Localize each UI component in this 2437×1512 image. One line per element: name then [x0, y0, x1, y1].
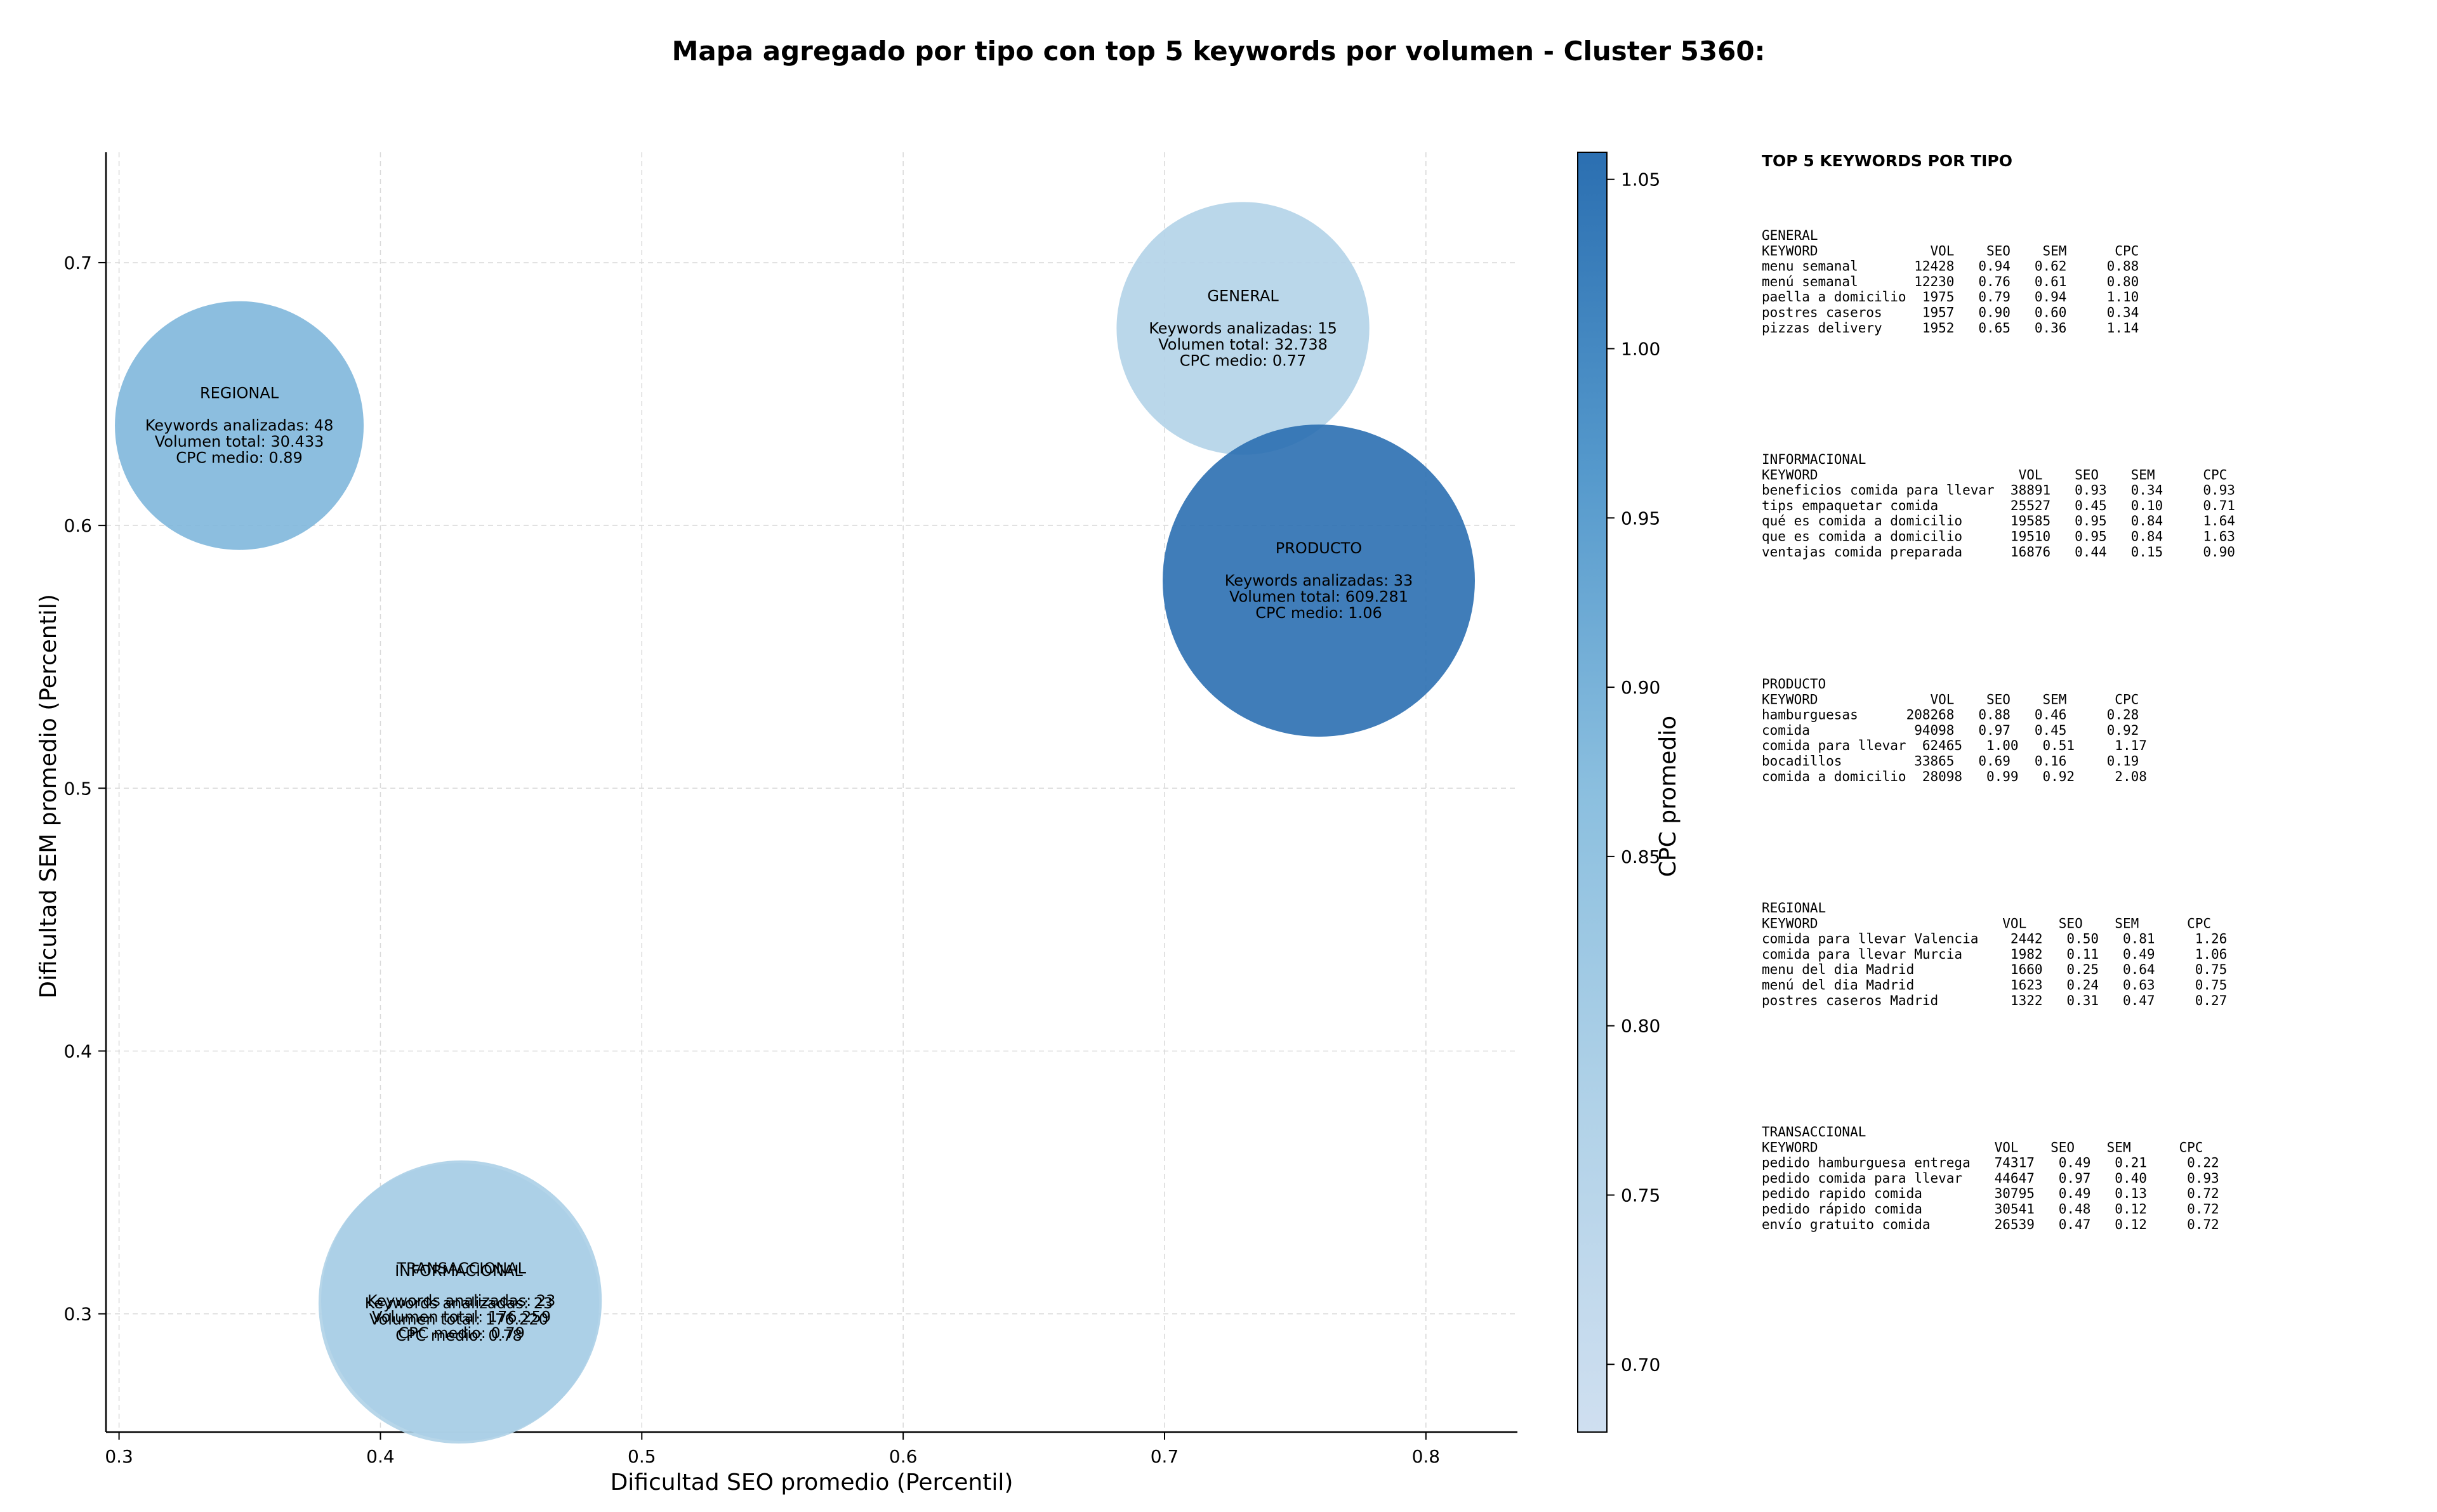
side-panel-line: GENERAL	[1762, 228, 1818, 243]
bubble-label-line: Volumen total: 32.738	[1158, 336, 1328, 353]
side-panel-line: que es comida a domicilio 19510 0.95 0.8…	[1762, 529, 2235, 544]
x-tick-label: 0.7	[1151, 1446, 1179, 1467]
bubble-label-line: Keywords analizadas: 23	[365, 1294, 553, 1312]
side-panel-line: bocadillos 33865 0.69 0.16 0.19	[1762, 754, 2139, 769]
side-panel-line: comida 94098 0.97 0.45 0.92	[1762, 723, 2139, 738]
side-panel-line: comida para llevar 62465 1.00 0.51 1.17	[1762, 738, 2147, 753]
side-panel-line: ventajas comida preparada 16876 0.44 0.1…	[1762, 544, 2235, 560]
bubble-label-line: Keywords analizadas: 15	[1149, 319, 1337, 337]
side-panel-line: pedido rápido comida 30541 0.48 0.12 0.7…	[1762, 1202, 2219, 1217]
colorbar-tick-label: 0.70	[1621, 1354, 1660, 1375]
colorbar-tick-label: 0.75	[1621, 1185, 1660, 1206]
side-panel-line: envío gratuito comida 26539 0.47 0.12 0.…	[1762, 1217, 2219, 1232]
side-panel-line: pedido hamburguesa entrega 74317 0.49 0.…	[1762, 1155, 2219, 1171]
bubble-label-line: Volumen total: 176.259	[372, 1308, 551, 1325]
side-panel-line: KEYWORD VOL SEO SEM CPC	[1762, 692, 2139, 707]
colorbar-tick-label: 0.85	[1621, 846, 1660, 867]
colorbar-tick-label: 1.05	[1621, 169, 1660, 190]
side-panel-line: TRANSACCIONAL	[1762, 1124, 1866, 1140]
y-axis-label: Dificultad SEM promedio (Percentil)	[36, 594, 62, 999]
side-panel-line: beneficios comida para llevar 38891 0.93…	[1762, 483, 2235, 498]
bubble-label-line: CPC medio: 0.89	[176, 449, 303, 467]
colorbar-ticks: 0.70 0.75 0.80 0.85 0.90 0.95 1.00 1.05	[1607, 169, 1660, 1375]
side-panel-line: KEYWORD VOL SEO SEM CPC	[1762, 243, 2139, 258]
bubble-label-line: REGIONAL	[200, 385, 279, 402]
x-tick-label: 0.6	[889, 1446, 918, 1467]
side-panel-line: menú del dia Madrid 1623 0.24 0.63 0.75	[1762, 978, 2227, 993]
bubble-label-line: CPC medio: 0.78	[395, 1327, 522, 1344]
y-tick-label: 0.3	[63, 1304, 92, 1325]
bubble-label-line: Keywords analizadas: 23	[367, 1292, 556, 1310]
side-panel-line: comida para llevar Valencia 2442 0.50 0.…	[1762, 931, 2227, 947]
side-panel-line: menú semanal 12230 0.76 0.61 0.80	[1762, 274, 2139, 289]
side-panel-line: pizzas delivery 1952 0.65 0.36 1.14	[1762, 320, 2139, 336]
x-tick-label: 0.4	[366, 1446, 395, 1467]
side-panel-line: qué es comida a domicilio 19585 0.95 0.8…	[1762, 513, 2235, 529]
side-panel-line: postres caseros 1957 0.90 0.60 0.34	[1762, 305, 2139, 320]
colorbar-tick-label: 0.90	[1621, 677, 1660, 698]
colorbar-label: CPC promedio	[1655, 716, 1681, 877]
side-panel-line: menu del dia Madrid 1660 0.25 0.64 0.75	[1762, 962, 2227, 977]
side-panel-line: pedido comida para llevar 44647 0.97 0.4…	[1762, 1171, 2219, 1186]
bubble-label-line: TRANSACCIONAL	[396, 1259, 526, 1277]
bubble-general	[1116, 202, 1370, 455]
side-panel-line: postres caseros Madrid 1322 0.31 0.47 0.…	[1762, 993, 2227, 1008]
colorbar	[1577, 152, 1608, 1433]
y-tick-label: 0.4	[63, 1041, 92, 1062]
bubble-label-line: PRODUCTO	[1276, 539, 1362, 557]
x-tick-label: 0.5	[628, 1446, 656, 1467]
y-tick-label: 0.7	[63, 253, 92, 273]
side-panel-line: KEYWORD VOL SEO SEM CPC	[1762, 916, 2211, 931]
x-tick-label: 0.3	[105, 1446, 133, 1467]
bubble-label-line: GENERAL	[1207, 287, 1279, 305]
side-panel-line: KEYWORD VOL SEO SEM CPC	[1762, 1140, 2203, 1155]
y-tick-label: 0.6	[63, 515, 92, 536]
side-panel-line: hamburguesas 208268 0.88 0.46 0.28	[1762, 707, 2139, 723]
bubble-label-line: Volumen total: 609.281	[1229, 588, 1408, 606]
side-panel-line: menu semanal 12428 0.94 0.62 0.88	[1762, 259, 2139, 274]
y-tick-label: 0.5	[63, 778, 92, 799]
bubble-producto	[1162, 424, 1475, 737]
side-panel-line: KEYWORD VOL SEO SEM CPC	[1762, 467, 2227, 482]
side-panel-line: pedido rapido comida 30795 0.49 0.13 0.7…	[1762, 1186, 2219, 1201]
bubble-label-line: Volumen total: 176.220	[369, 1311, 548, 1329]
side-panel-line: tips empaquetar comida 25527 0.45 0.10 0…	[1762, 498, 2235, 513]
chart-title: Mapa agregado por tipo con top 5 keyword…	[672, 36, 1766, 67]
colorbar-tick-label: 1.00	[1621, 338, 1660, 359]
x-tick-label: 0.8	[1412, 1446, 1441, 1467]
side-panel-line: paella a domicilio 1975 0.79 0.94 1.10	[1762, 289, 2139, 305]
bubble-transaccional	[321, 1160, 602, 1442]
bubble-label-line: CPC medio: 0.77	[1180, 352, 1307, 369]
bubble-label-line: INFORMACIONAL	[395, 1262, 523, 1280]
bubble-label-line: Keywords analizadas: 33	[1225, 572, 1413, 589]
side-panel-title: TOP 5 KEYWORDS POR TIPO	[1762, 152, 2012, 170]
bubble-label-line: CPC medio: 0.79	[398, 1324, 525, 1342]
side-panel-line: comida para llevar Murcia 1982 0.11 0.49…	[1762, 947, 2227, 962]
x-axis-label: Dificultad SEO promedio (Percentil)	[611, 1469, 1014, 1496]
side-panel-line: REGIONAL	[1762, 900, 1826, 916]
colorbar-tick-label: 0.80	[1621, 1016, 1660, 1037]
bubble-label-line: Keywords analizadas: 48	[145, 417, 334, 435]
side-panel-line: INFORMACIONAL	[1762, 452, 1866, 467]
bubble-regional	[115, 301, 364, 550]
bubble-label-line: CPC medio: 1.06	[1255, 604, 1382, 622]
colorbar-tick-label: 0.95	[1621, 508, 1660, 529]
axis-ticks: 0.3 0.4 0.5 0.6 0.7 0.8 0.3 0.4 0.5 0.6 0.7	[63, 253, 1440, 1467]
side-panel-line: comida a domicilio 28098 0.99 0.92 2.08	[1762, 769, 2147, 784]
side-panel-line: PRODUCTO	[1762, 676, 1826, 692]
bubble-label-line: Volumen total: 30.433	[155, 433, 324, 450]
